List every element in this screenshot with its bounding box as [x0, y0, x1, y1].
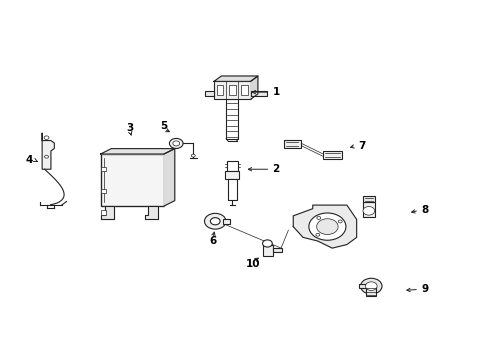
- Text: 8: 8: [421, 206, 427, 216]
- Polygon shape: [144, 206, 158, 219]
- Bar: [227, 179, 236, 201]
- Bar: [366, 286, 375, 296]
- Circle shape: [308, 213, 345, 240]
- Circle shape: [169, 138, 183, 148]
- Bar: [362, 196, 374, 202]
- Bar: [205, 91, 214, 96]
- Circle shape: [362, 207, 374, 215]
- Text: 6: 6: [209, 236, 216, 246]
- Circle shape: [44, 136, 49, 139]
- Circle shape: [316, 219, 337, 234]
- Text: 3: 3: [126, 123, 133, 133]
- Text: 7: 7: [357, 141, 365, 151]
- Polygon shape: [293, 205, 356, 248]
- Text: 9: 9: [421, 284, 427, 294]
- Text: 2: 2: [272, 164, 279, 174]
- Bar: [226, 99, 238, 139]
- Circle shape: [172, 141, 179, 146]
- Polygon shape: [42, 134, 54, 169]
- Circle shape: [262, 240, 272, 247]
- Bar: [225, 171, 239, 179]
- Circle shape: [210, 218, 220, 225]
- Bar: [101, 210, 105, 215]
- Circle shape: [315, 233, 319, 236]
- Bar: [228, 85, 235, 95]
- Bar: [322, 151, 341, 159]
- Circle shape: [338, 220, 342, 223]
- Bar: [101, 154, 163, 206]
- Polygon shape: [101, 206, 114, 219]
- Text: 4: 4: [25, 155, 33, 165]
- Bar: [216, 85, 223, 95]
- Bar: [241, 85, 247, 95]
- Bar: [362, 202, 374, 217]
- Polygon shape: [163, 149, 174, 206]
- Circle shape: [191, 154, 195, 157]
- Text: 5: 5: [160, 121, 167, 131]
- Circle shape: [204, 213, 225, 229]
- Bar: [101, 167, 105, 171]
- Bar: [262, 245, 273, 256]
- Polygon shape: [250, 76, 257, 99]
- Circle shape: [360, 278, 381, 294]
- Bar: [358, 284, 366, 288]
- Polygon shape: [101, 149, 174, 154]
- Text: 1: 1: [272, 87, 279, 97]
- Bar: [273, 248, 282, 252]
- Bar: [250, 91, 266, 96]
- Polygon shape: [214, 76, 257, 81]
- Bar: [226, 161, 237, 171]
- Circle shape: [316, 216, 320, 219]
- Text: 10: 10: [245, 259, 260, 269]
- Bar: [214, 81, 250, 99]
- Circle shape: [365, 282, 376, 291]
- Bar: [101, 189, 105, 193]
- Circle shape: [44, 155, 48, 158]
- Bar: [283, 140, 300, 148]
- Bar: [222, 219, 229, 224]
